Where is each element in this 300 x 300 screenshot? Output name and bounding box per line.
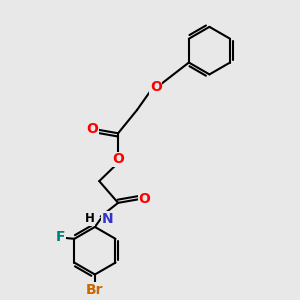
Text: O: O	[150, 80, 162, 94]
Text: Br: Br	[86, 283, 104, 297]
Text: F: F	[56, 230, 65, 244]
Text: N: N	[101, 212, 113, 226]
Text: O: O	[138, 191, 150, 206]
Text: H: H	[85, 212, 95, 225]
Text: O: O	[112, 152, 124, 167]
Text: O: O	[86, 122, 98, 136]
